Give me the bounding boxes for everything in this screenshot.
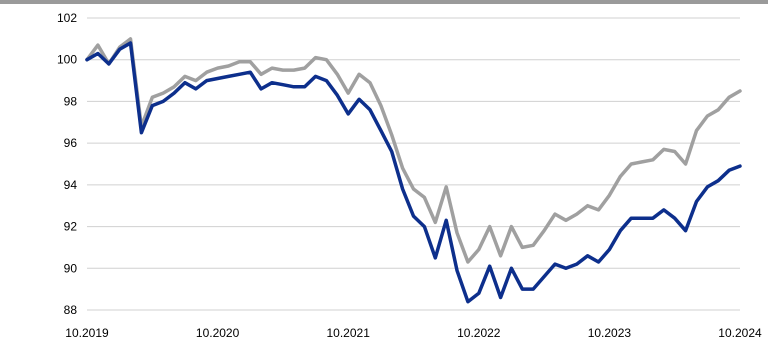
y-tick-label: 94 (64, 178, 78, 192)
x-tick-label: 10.2022 (457, 326, 501, 340)
series-line-gray (85, 37, 742, 264)
y-tick-label: 92 (64, 220, 78, 234)
y-tick-label: 96 (64, 136, 78, 150)
y-axis-tick-labels: 88 90 92 94 96 98 100 102 (57, 11, 77, 317)
x-axis-tick-labels: 10.2019 10.2020 10.2021 10.2022 10.2023 10.20… (65, 326, 762, 340)
x-tick-label: 10.2019 (65, 326, 109, 340)
top-rule (0, 0, 768, 4)
x-tick-label: 10.2023 (588, 326, 632, 340)
y-tick-label: 98 (64, 94, 78, 108)
x-tick-label: 10.2024 (718, 326, 762, 340)
gridlines (87, 17, 740, 311)
y-tick-label: 102 (57, 11, 77, 25)
x-tick-label: 10.2021 (327, 326, 371, 340)
series-lines (85, 37, 742, 304)
y-tick-label: 100 (57, 53, 77, 67)
series-line-dark-blue (85, 41, 742, 304)
y-tick-label: 88 (64, 303, 78, 317)
y-tick-label: 90 (64, 261, 78, 275)
x-tick-label: 10.2020 (196, 326, 240, 340)
